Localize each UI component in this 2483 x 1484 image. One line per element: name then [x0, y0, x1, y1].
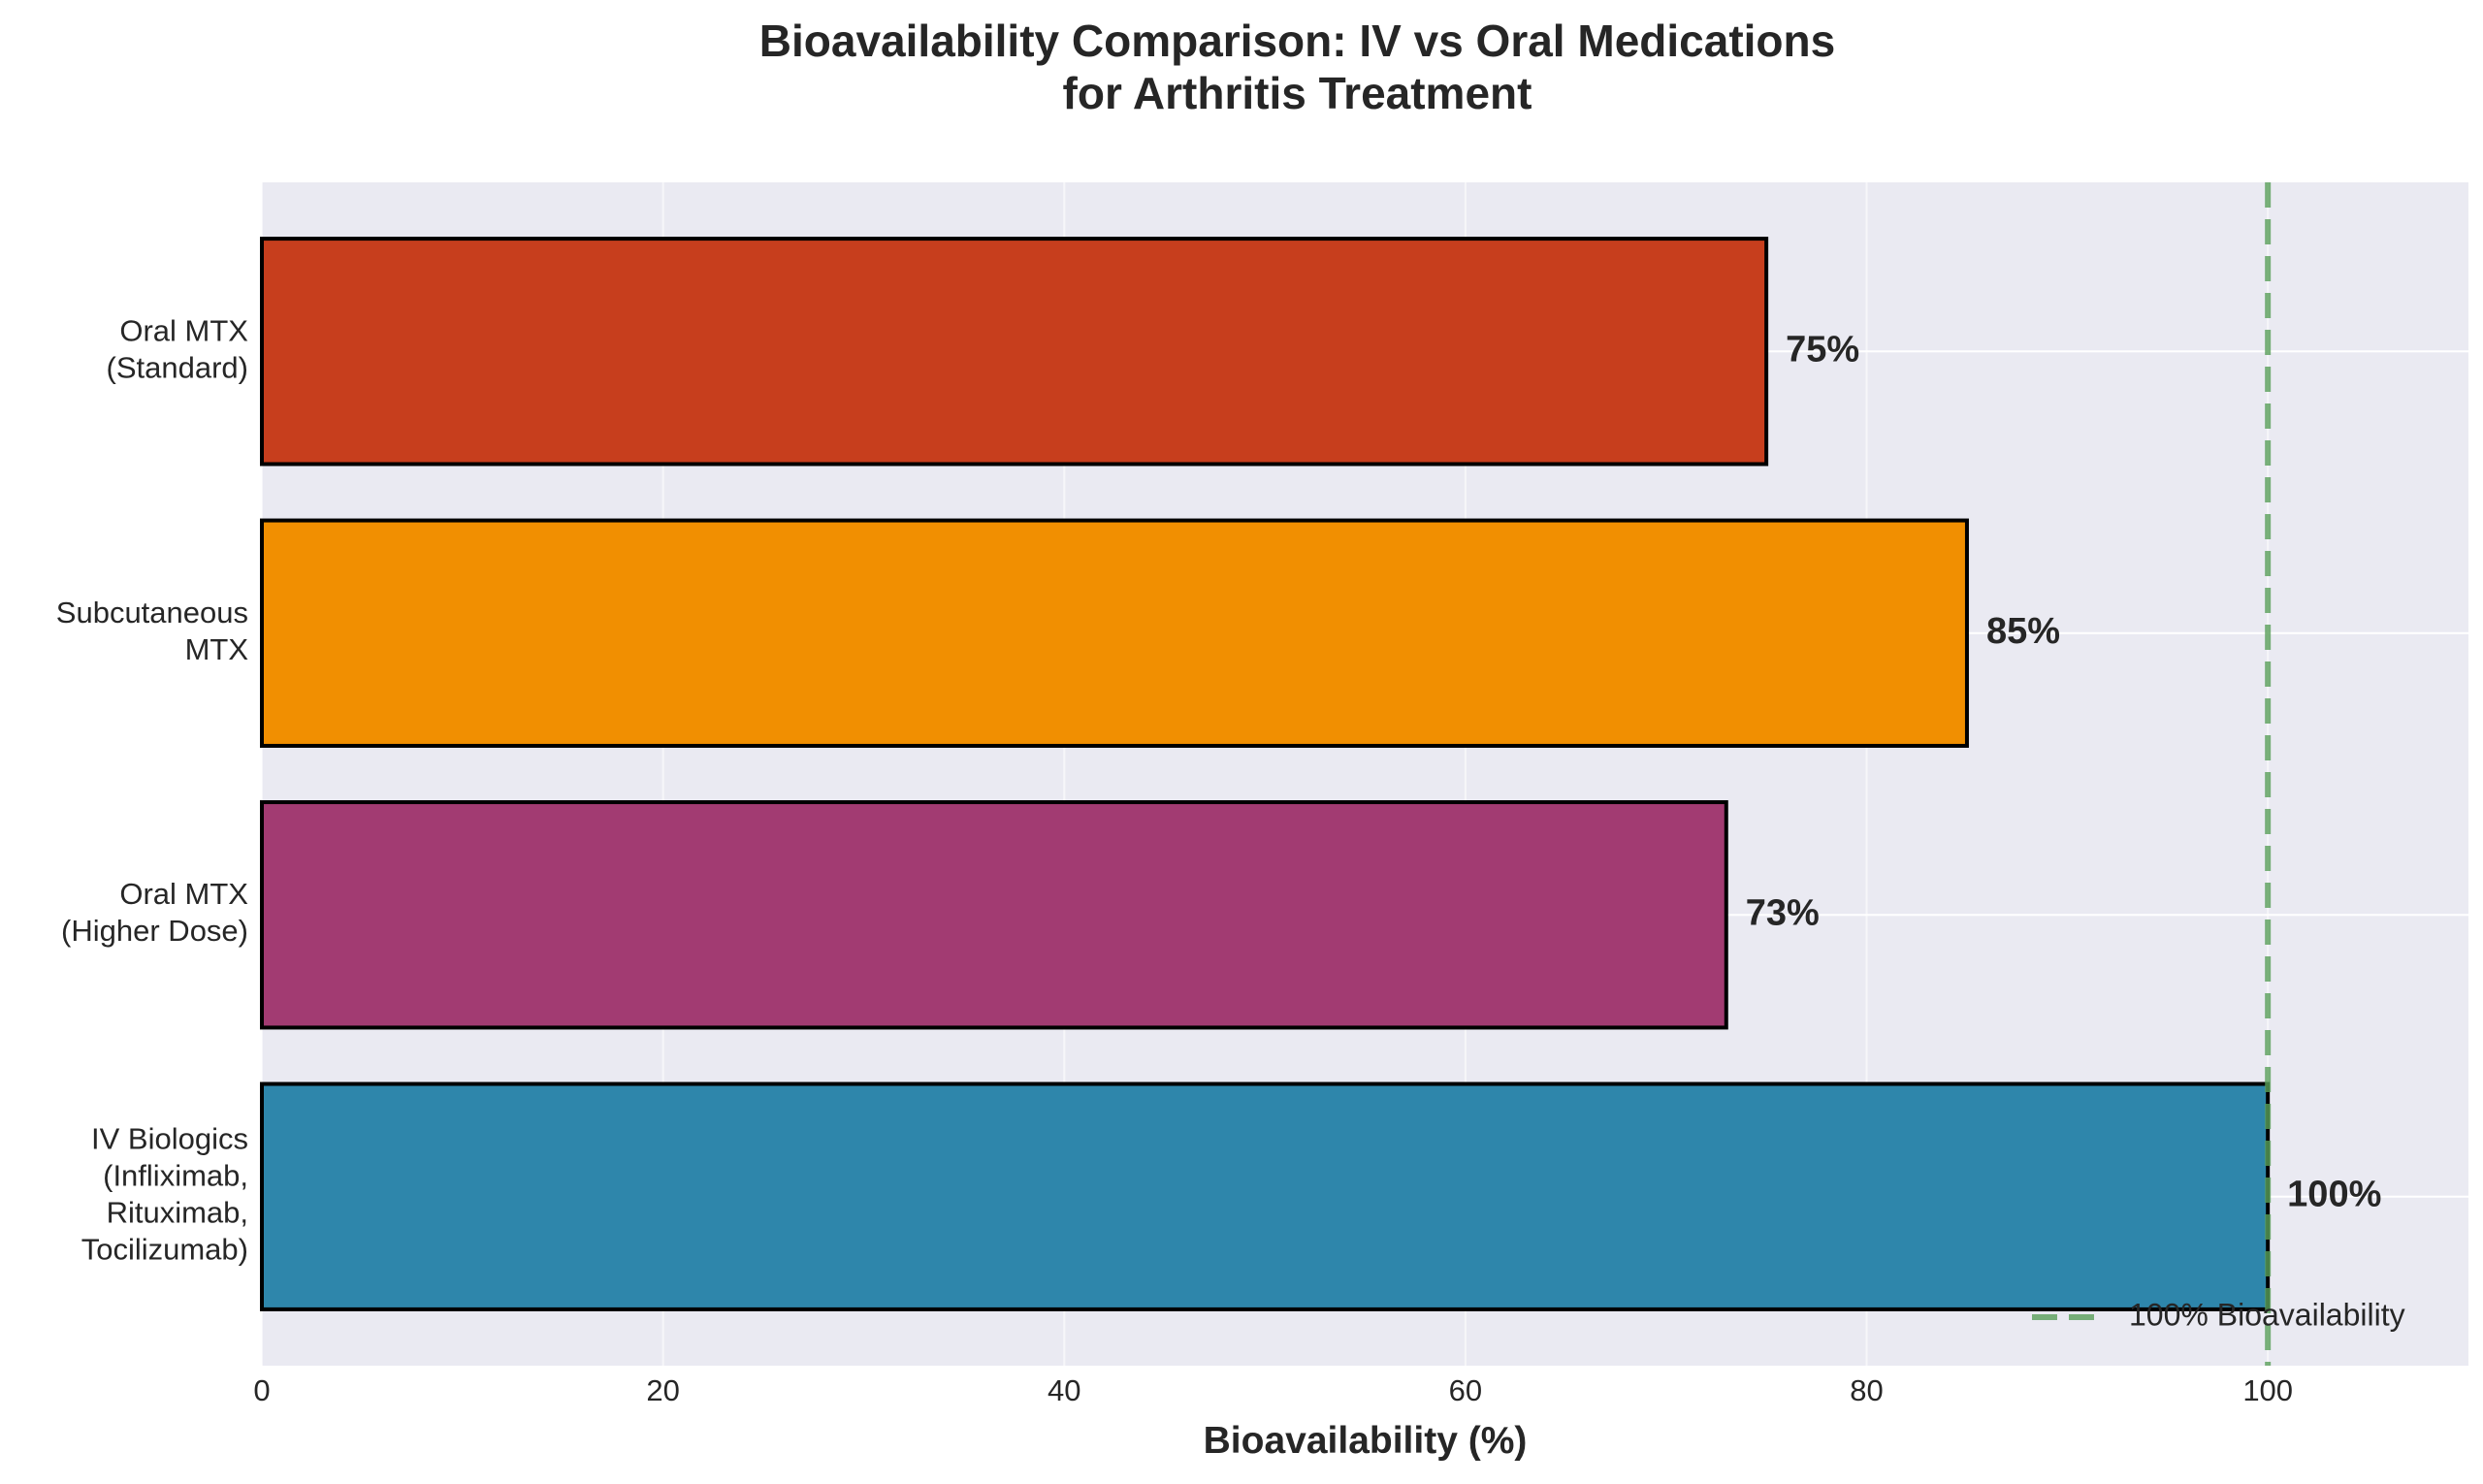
x-tick-label: 0 [253, 1373, 270, 1407]
x-tick-label: 100 [2242, 1373, 2293, 1407]
value-label: 75% [1786, 329, 1859, 370]
y-tick-label: Oral MTX (Standard) [107, 313, 249, 384]
bar [260, 237, 1769, 467]
value-label: 100% [2287, 1175, 2381, 1215]
y-tick-label: IV Biologics (Infliximab, Rituximab, Tocili… [81, 1122, 248, 1267]
x-tick-label: 20 [646, 1373, 679, 1407]
y-tick-label: Subcutaneous MTX [56, 596, 249, 666]
x-tick-label: 80 [1850, 1373, 1883, 1407]
bar [260, 518, 1969, 748]
legend-label: 100% Bioavailability [2129, 1297, 2405, 1332]
value-label: 85% [1986, 611, 2060, 652]
y-tick-label: Oral MTX (Higher Dose) [61, 877, 248, 948]
x-tick-label: 40 [1048, 1373, 1080, 1407]
bar [260, 800, 1728, 1030]
x-tick-label: 60 [1449, 1373, 1482, 1407]
value-label: 73% [1746, 892, 1820, 933]
bar [260, 1081, 2271, 1311]
chart-title: Bioavailability Comparison: IV vs Oral M… [759, 16, 1835, 118]
x-axis-label: Bioavailability (%) [1204, 1420, 1528, 1462]
